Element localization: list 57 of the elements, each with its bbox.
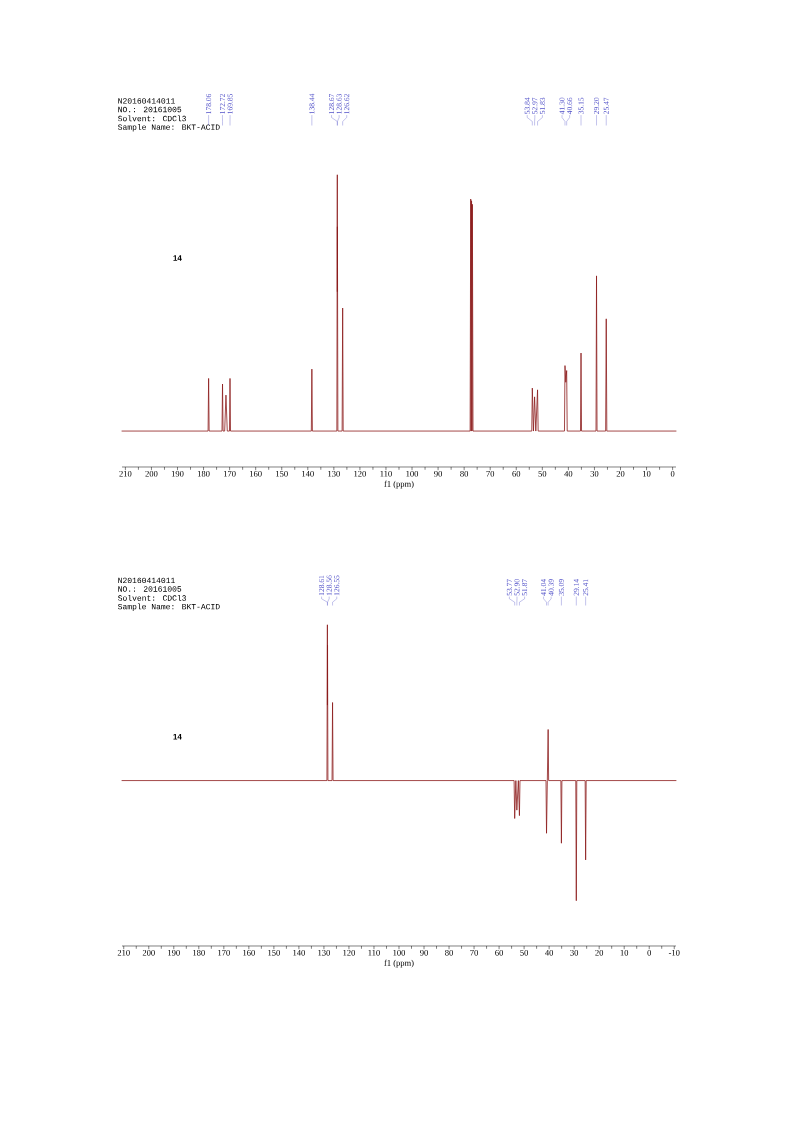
x-tick-label: 180 — [193, 949, 205, 956]
x-tick-label: 140 — [293, 949, 305, 956]
x-tick-label: 80 — [460, 470, 469, 477]
x-tick-label: 70 — [470, 949, 478, 956]
annotation: 14 — [173, 733, 182, 740]
text: N20160414011 — [118, 577, 175, 584]
x-tick-label: 120 — [354, 470, 366, 477]
x-tick-label: 60 — [495, 949, 504, 956]
x-tick-label: 40 — [564, 470, 573, 477]
x-tick-label: 200 — [142, 949, 155, 956]
x-tick-label: 120 — [343, 949, 355, 956]
x-tick-label: 30 — [590, 470, 599, 477]
x-tick-label: 160 — [250, 470, 262, 477]
x-tick-label: 20 — [595, 949, 604, 956]
x-tick-label: 0 — [647, 949, 652, 956]
x-tick-label: 100 — [393, 949, 406, 956]
text: Sample Name: BKT-ACID — [118, 123, 220, 132]
x-axis-title: f1 (ppm) — [384, 959, 414, 968]
x-tick-label: -10 — [668, 949, 680, 956]
text: NO.: 20161005 — [118, 586, 182, 592]
x-tick-label: 90 — [420, 949, 428, 956]
x-tick-label: 170 — [223, 470, 236, 477]
x-tick-label: 170 — [218, 949, 230, 956]
x-tick-label: 10 — [620, 949, 629, 956]
x-tick-label: 150 — [268, 949, 280, 956]
x-tick-label: 180 — [197, 470, 210, 477]
x-tick-label: 30 — [570, 949, 579, 956]
text: Sample Name: BKT-ACID — [118, 603, 220, 611]
x-tick-label: 160 — [243, 949, 255, 956]
x-tick-label: 150 — [276, 470, 288, 477]
text: Solvent: CDCl3 — [118, 115, 186, 122]
x-tick-label: 80 — [445, 949, 453, 956]
x-tick-label: 110 — [380, 470, 392, 477]
x-tick-label: 190 — [171, 470, 184, 477]
x-tick-label: 20 — [616, 470, 625, 477]
x-tick-label: 50 — [520, 949, 529, 956]
x-tick-label: 190 — [168, 949, 180, 956]
x-tick-label: 130 — [328, 470, 340, 477]
text: Solvent: CDCl3 — [118, 594, 186, 601]
x-tick-label: 60 — [512, 470, 521, 477]
x-tick-label: 90 — [434, 470, 443, 477]
annotation: 14 — [173, 255, 182, 261]
x-tick-label: 130 — [318, 949, 330, 956]
x-tick-label: 40 — [545, 949, 554, 956]
x-tick-label: 200 — [145, 470, 158, 477]
x-axis-title: f1 (ppm) — [384, 480, 414, 489]
text: N20160414011 — [118, 98, 175, 104]
x-tick-label: 70 — [486, 470, 495, 477]
x-tick-label: 100 — [406, 470, 419, 477]
x-tick-label: 110 — [368, 949, 380, 956]
x-tick-label: 0 — [670, 470, 675, 477]
text: NO.: 20161005 — [118, 106, 182, 113]
x-tick-label: 10 — [643, 470, 651, 477]
x-tick-label: 210 — [119, 470, 132, 477]
x-tick-label: 140 — [302, 470, 314, 477]
x-tick-label: 50 — [538, 470, 547, 477]
x-tick-label: 210 — [117, 949, 130, 956]
